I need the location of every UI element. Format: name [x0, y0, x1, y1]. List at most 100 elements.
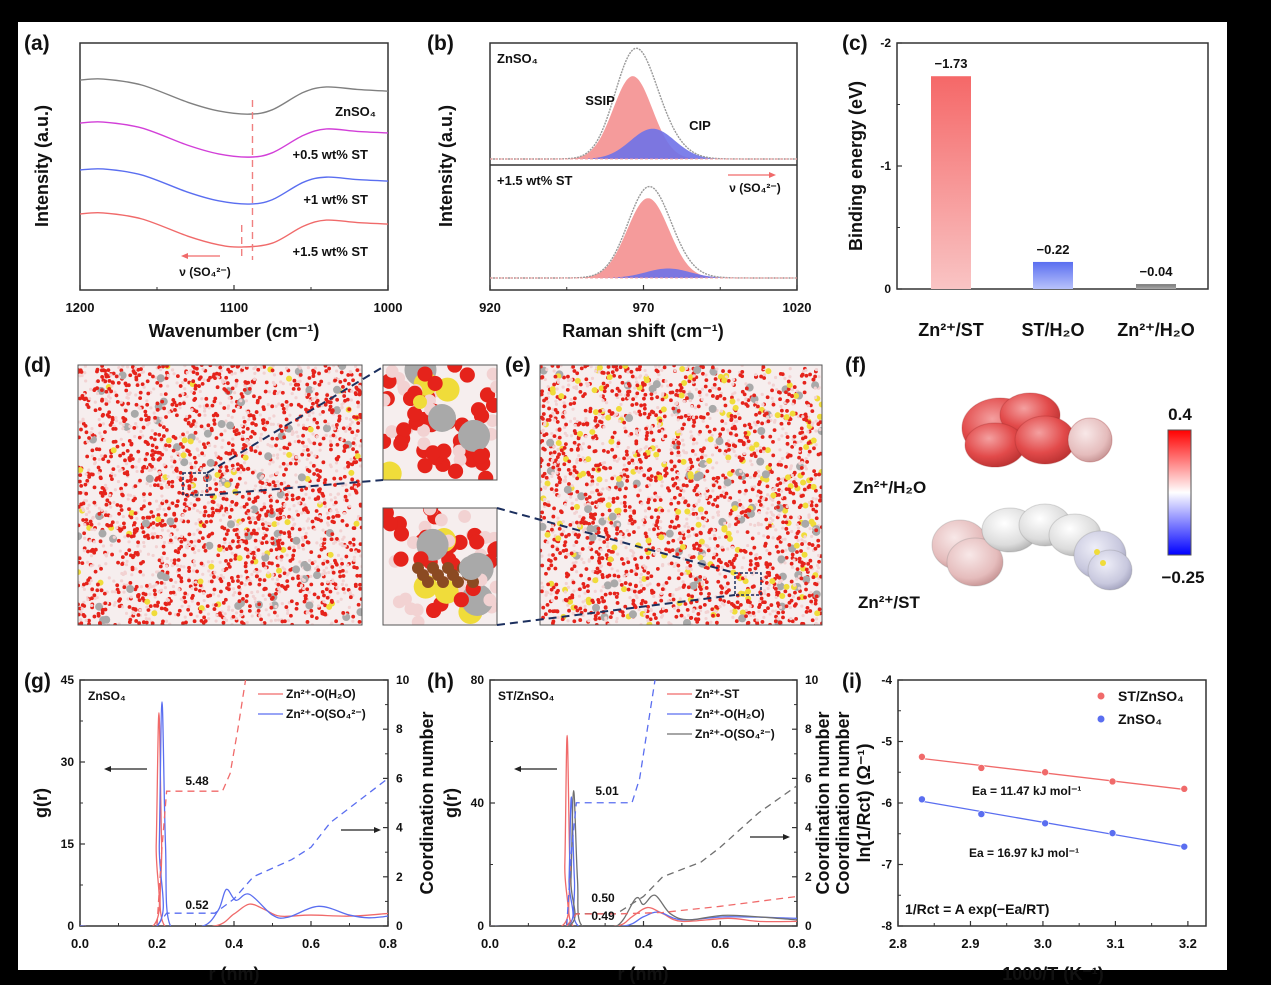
atom — [302, 444, 306, 449]
atom — [321, 561, 326, 566]
atom — [80, 373, 84, 378]
atom — [323, 504, 328, 509]
atom — [641, 518, 645, 522]
atom — [540, 404, 543, 408]
atom — [231, 579, 235, 584]
atom — [343, 378, 347, 383]
atom — [603, 466, 608, 471]
atom — [632, 589, 637, 594]
atom — [550, 458, 555, 462]
atom — [664, 581, 669, 585]
atom — [760, 620, 765, 624]
atom — [197, 578, 204, 585]
atom — [748, 475, 753, 480]
atom — [121, 416, 126, 420]
atom — [574, 377, 581, 384]
bar-data-label: −0.22 — [1037, 242, 1070, 257]
atom — [135, 516, 139, 521]
atom — [314, 616, 319, 620]
atom — [673, 369, 677, 373]
atom — [556, 377, 561, 381]
atom — [758, 445, 762, 450]
atom — [318, 448, 322, 452]
atom — [608, 591, 613, 596]
atom — [219, 369, 223, 373]
atom — [581, 442, 585, 446]
atom — [87, 468, 91, 472]
atom — [674, 614, 679, 619]
atom — [612, 591, 617, 596]
atom — [550, 431, 554, 436]
atom — [809, 503, 814, 508]
atom — [771, 383, 775, 387]
atom — [677, 478, 681, 482]
atom — [170, 465, 174, 469]
atom — [355, 429, 360, 433]
atom — [779, 421, 784, 426]
atom — [103, 553, 108, 557]
atom — [317, 371, 321, 376]
atom — [802, 380, 807, 385]
atom — [317, 488, 321, 492]
atom — [325, 521, 330, 525]
atom — [223, 616, 227, 620]
atom — [703, 478, 707, 482]
atom — [573, 605, 578, 610]
atom — [252, 569, 256, 573]
atom — [304, 531, 308, 535]
atom — [328, 463, 332, 467]
atom — [709, 620, 713, 624]
atom — [303, 506, 308, 511]
atom — [266, 403, 270, 407]
atom — [616, 574, 621, 579]
atom — [324, 369, 329, 373]
atom — [352, 558, 356, 562]
atom — [315, 434, 319, 439]
atom — [584, 497, 589, 501]
atom — [101, 544, 106, 548]
atom — [230, 448, 235, 453]
atom — [731, 447, 735, 451]
atom — [137, 373, 142, 378]
atom — [134, 375, 139, 380]
atom — [217, 420, 226, 429]
atom — [648, 617, 653, 622]
atom — [246, 380, 251, 385]
atom — [606, 374, 613, 381]
atom — [555, 463, 560, 468]
atom — [779, 408, 784, 413]
atom — [158, 470, 162, 474]
atom — [704, 462, 708, 466]
atom — [546, 540, 550, 545]
atom — [713, 377, 718, 381]
atom — [175, 563, 180, 568]
atom — [278, 535, 282, 540]
atom — [697, 390, 702, 395]
atom — [142, 504, 146, 509]
atom — [319, 518, 323, 523]
atom — [553, 374, 558, 379]
atom — [710, 386, 715, 390]
atom — [764, 581, 769, 585]
category-label: Zn²⁺/H₂O — [1117, 320, 1194, 340]
atom — [691, 437, 696, 442]
atom — [550, 524, 555, 528]
atom — [141, 530, 146, 535]
atom — [784, 390, 788, 395]
atom — [807, 542, 812, 546]
atom — [307, 413, 311, 418]
atom — [230, 608, 235, 612]
atom — [78, 435, 81, 440]
atom — [569, 397, 573, 402]
atom — [625, 452, 629, 457]
atom — [276, 453, 280, 457]
atom — [207, 443, 212, 448]
atom — [615, 480, 624, 489]
atom — [724, 421, 728, 426]
atom — [181, 513, 185, 517]
atom — [276, 567, 283, 574]
atom — [786, 382, 793, 389]
atom — [188, 542, 192, 546]
atom — [307, 496, 312, 500]
atom — [87, 475, 92, 479]
